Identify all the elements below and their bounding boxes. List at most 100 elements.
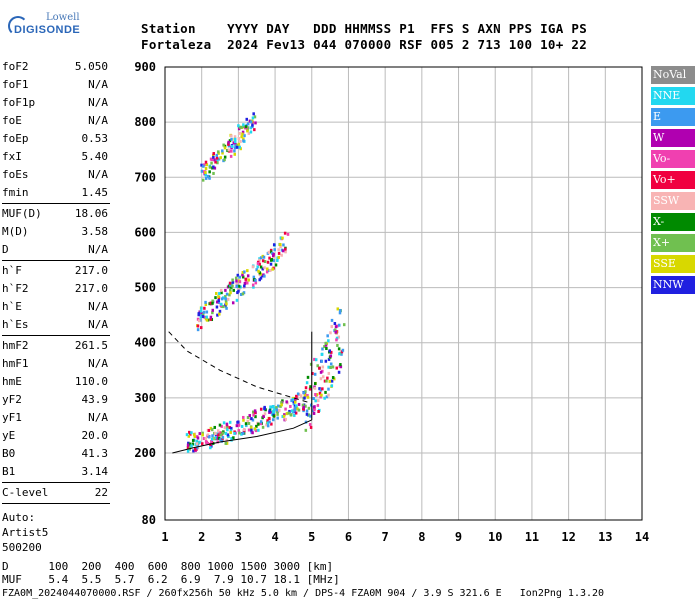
param-label: yF1 xyxy=(2,411,22,424)
data-point xyxy=(229,133,232,137)
data-point xyxy=(231,284,234,288)
data-point xyxy=(236,273,240,277)
data-point xyxy=(212,155,215,159)
data-point xyxy=(339,365,343,369)
data-point xyxy=(243,428,246,432)
data-point xyxy=(216,432,219,436)
y-tick-label: 700 xyxy=(134,170,156,184)
data-point xyxy=(246,269,249,273)
data-point xyxy=(227,148,230,152)
data-point xyxy=(283,231,287,235)
data-point xyxy=(328,355,332,359)
data-point xyxy=(340,352,343,356)
data-point xyxy=(212,153,215,157)
data-point xyxy=(206,318,210,322)
data-point xyxy=(269,250,273,254)
data-point xyxy=(220,439,224,443)
data-point xyxy=(229,154,233,158)
data-point xyxy=(303,393,307,397)
data-point xyxy=(238,145,241,149)
data-point xyxy=(261,274,264,278)
data-point xyxy=(211,434,214,438)
data-point xyxy=(272,243,276,247)
data-point xyxy=(221,305,225,309)
data-point xyxy=(259,407,263,411)
data-point xyxy=(249,425,253,429)
data-point xyxy=(286,232,290,236)
param-label: M(D) xyxy=(2,225,29,238)
param-row: h`Es N/A xyxy=(2,316,110,334)
data-point xyxy=(263,259,267,263)
data-point xyxy=(213,166,217,170)
data-point xyxy=(211,308,215,312)
data-point xyxy=(190,444,193,448)
data-point xyxy=(269,405,272,409)
data-point xyxy=(246,129,249,133)
data-point xyxy=(271,251,274,255)
data-point xyxy=(230,438,233,442)
data-point xyxy=(295,404,298,408)
data-point xyxy=(279,243,282,247)
data-point xyxy=(228,139,232,143)
x-tick-label: 7 xyxy=(382,530,389,544)
data-point xyxy=(258,262,261,266)
data-point xyxy=(187,434,191,438)
data-point xyxy=(272,413,275,417)
x-tick-label: 3 xyxy=(235,530,242,544)
data-point xyxy=(207,435,211,439)
data-point xyxy=(243,284,246,288)
param-value: N/A xyxy=(88,357,108,370)
data-point xyxy=(207,435,211,439)
param-row: foF1 N/A xyxy=(2,76,110,94)
data-point xyxy=(337,323,341,327)
data-point xyxy=(329,362,333,366)
data-point xyxy=(253,278,256,282)
param-label: yE xyxy=(2,429,16,442)
data-point xyxy=(245,277,249,281)
data-point xyxy=(206,428,210,432)
data-point xyxy=(265,421,269,425)
data-point xyxy=(273,248,276,252)
y-tick-label: 200 xyxy=(134,446,156,460)
footer-distance-row: D 100 200 400 600 800 1000 1500 3000 [km… xyxy=(2,560,334,573)
data-point xyxy=(242,137,245,141)
data-point xyxy=(297,408,301,412)
data-point xyxy=(302,409,305,413)
data-point xyxy=(271,410,275,414)
param-value: 22 xyxy=(94,486,108,499)
data-point xyxy=(284,250,287,254)
data-point xyxy=(255,268,258,272)
data-point xyxy=(266,421,270,425)
param-row: hmE 110.0 xyxy=(2,373,110,391)
data-point xyxy=(329,331,332,335)
data-point xyxy=(230,134,233,138)
data-point xyxy=(230,145,234,149)
param-value: N/A xyxy=(88,318,108,331)
data-point xyxy=(280,253,283,257)
data-point xyxy=(282,414,286,418)
data-point xyxy=(206,433,210,437)
data-point xyxy=(268,417,271,421)
data-point xyxy=(279,236,283,240)
data-point xyxy=(250,119,254,123)
data-point xyxy=(305,412,309,416)
data-point xyxy=(215,153,219,157)
data-point xyxy=(283,413,286,417)
data-point xyxy=(262,407,266,411)
param-value: 18.06 xyxy=(74,207,108,220)
param-value: N/A xyxy=(88,300,108,313)
data-point xyxy=(250,428,253,432)
data-point xyxy=(318,366,321,370)
data-point xyxy=(196,435,199,439)
data-point xyxy=(296,394,299,398)
data-point xyxy=(323,345,326,349)
data-point xyxy=(341,348,345,352)
data-point xyxy=(327,393,330,397)
data-point xyxy=(246,419,249,423)
data-point xyxy=(196,436,200,440)
data-point xyxy=(208,170,211,174)
data-point xyxy=(272,266,275,270)
data-point xyxy=(325,346,328,350)
data-point xyxy=(260,421,263,425)
data-point xyxy=(222,296,225,300)
